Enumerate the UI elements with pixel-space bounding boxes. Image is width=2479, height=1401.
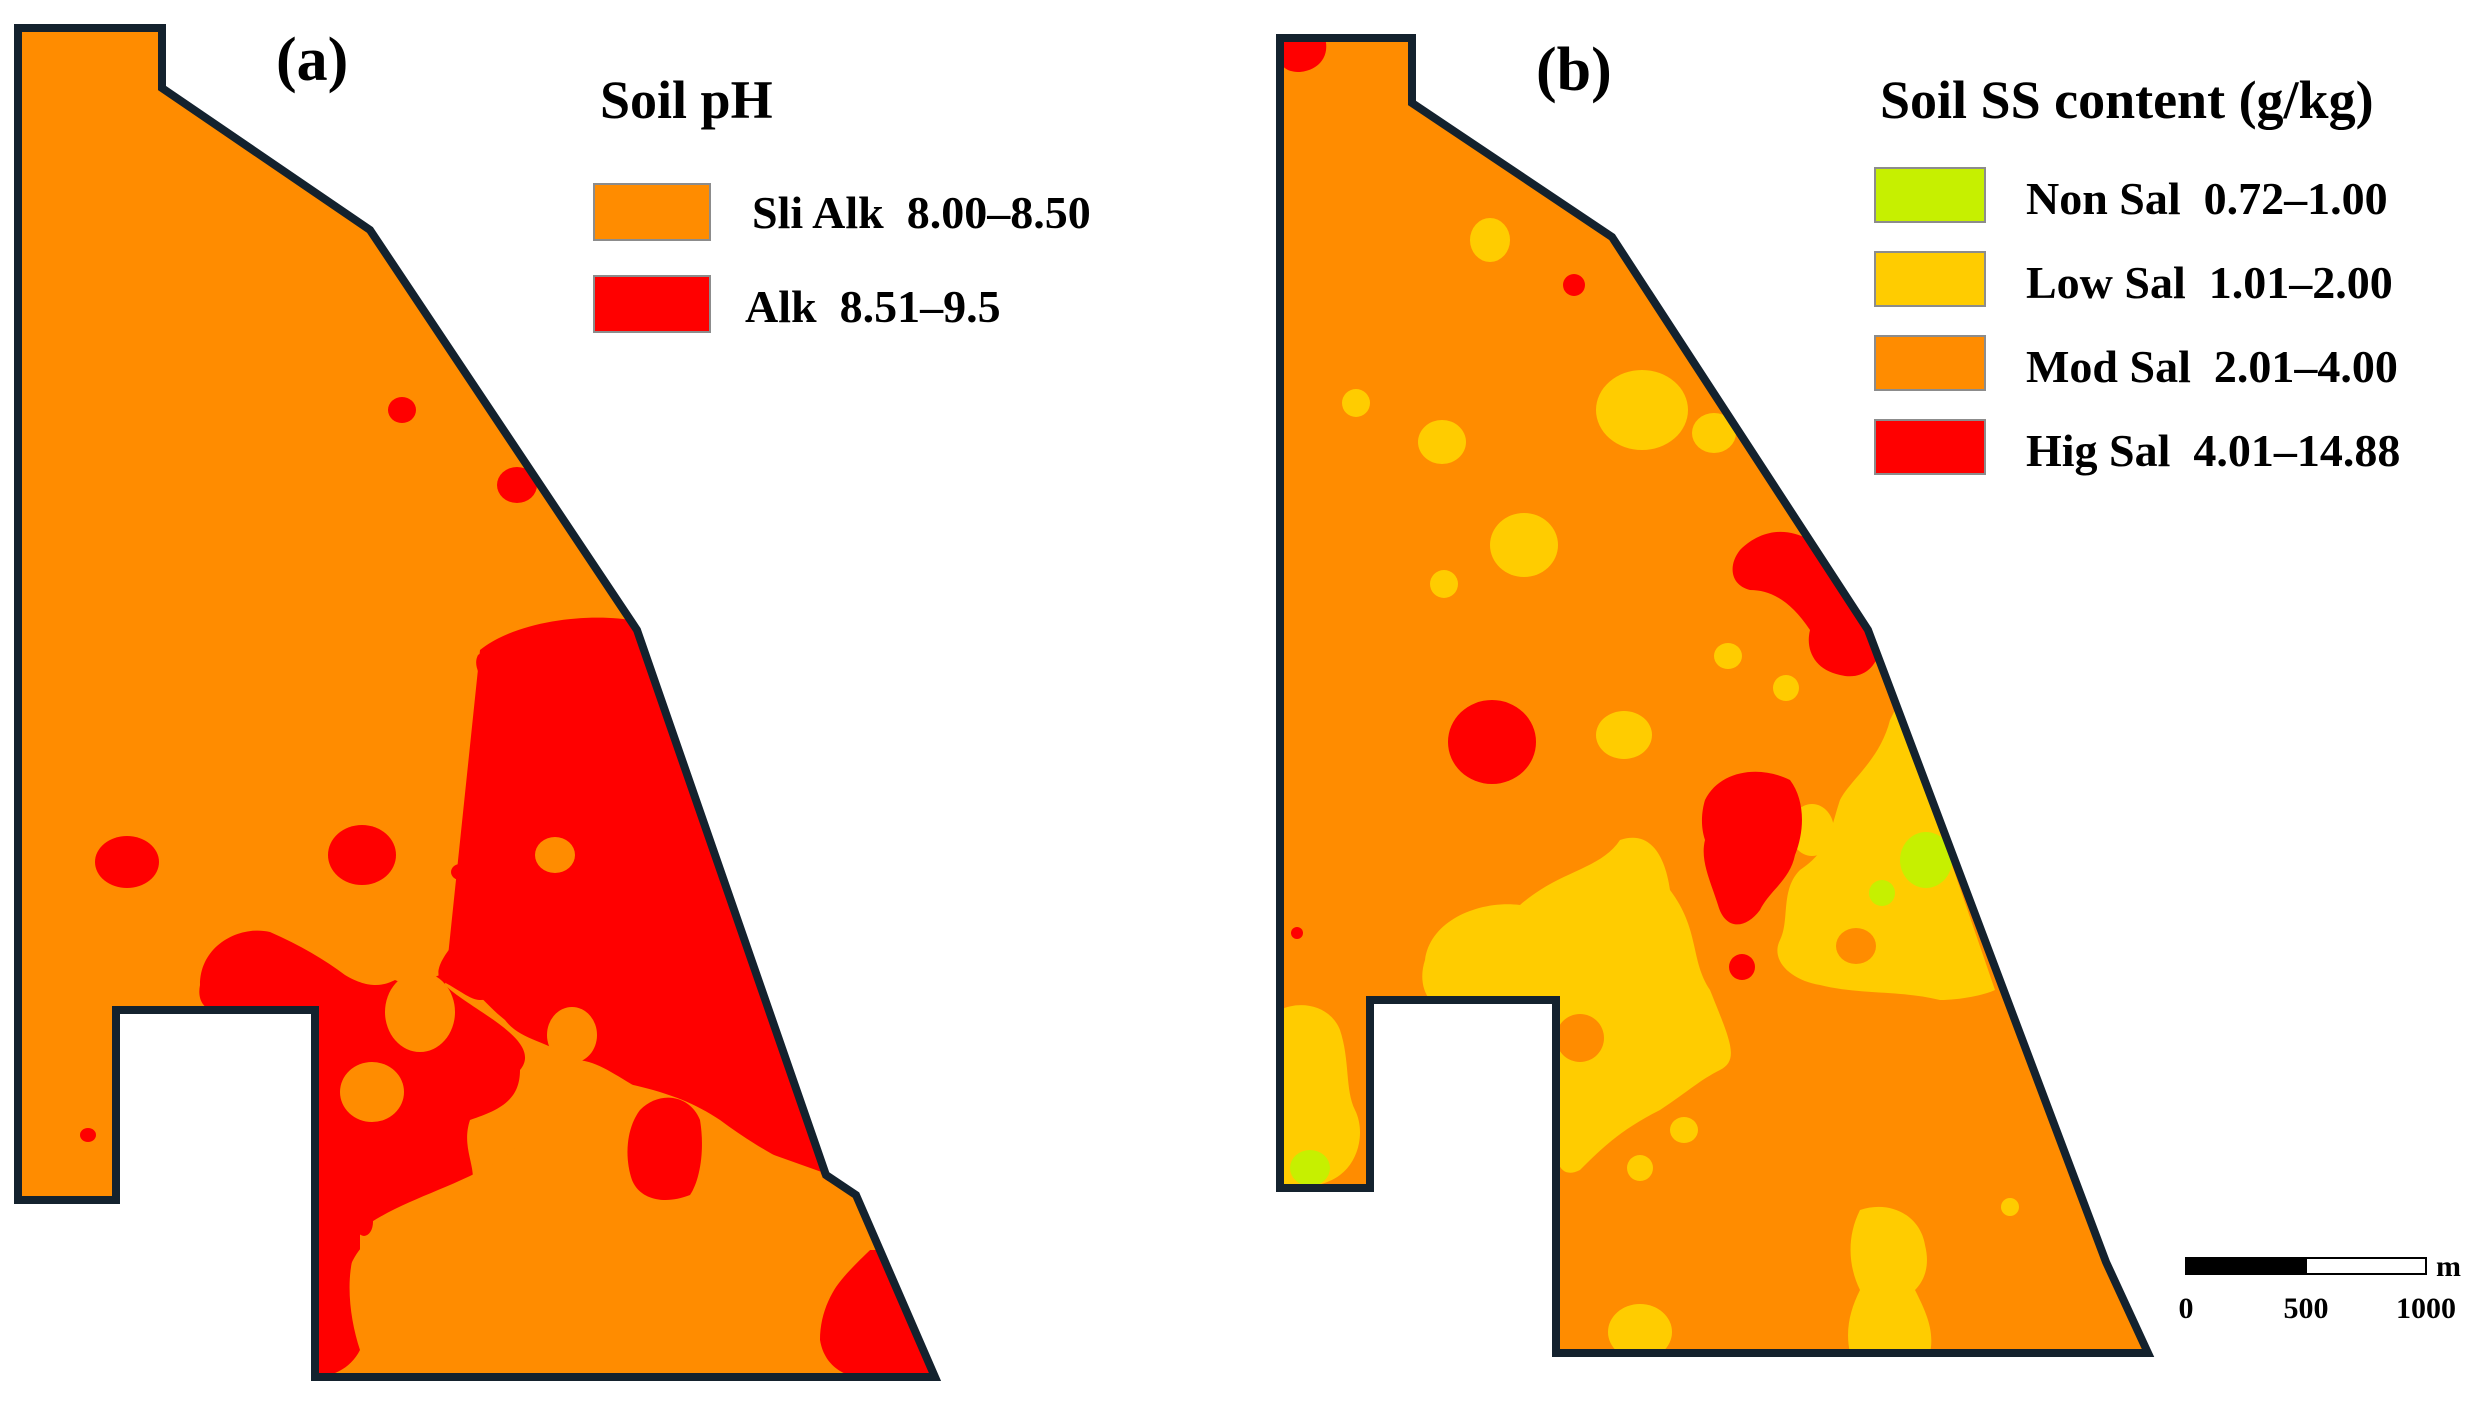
ss-non-saline-spot: [1869, 880, 1895, 906]
ss-low-saline-spot: [1430, 570, 1458, 598]
ss-low-saline-spot: [1692, 413, 1736, 453]
ss-low-saline-spot: [1714, 643, 1742, 669]
ss-legend-title: Soil SS content (g/kg): [1880, 70, 2374, 130]
ss-legend-swatch-non-saline: [1874, 167, 1986, 223]
panel-b-label: (b): [1536, 36, 1612, 104]
ss-legend: Soil SS content (g/kg) Non Sal 0.72–1.00…: [1874, 70, 2400, 476]
ss-map-boundary: [1276, 34, 2155, 1357]
ss-high-saline-spot: [1729, 954, 1755, 980]
ss-low-saline-spot: [1627, 1155, 1653, 1181]
ph-alkaline-zone-core: [438, 619, 820, 1150]
ph-alkaline-spot: [80, 1128, 96, 1142]
ss-high-saline-spot: [1291, 927, 1303, 939]
ph-legend: Soil pH Sli Alk 8.00–8.50 Alk 8.51–9.5: [593, 70, 1091, 333]
ss-legend-label-low-saline: Low Sal 1.01–2.00: [2026, 257, 2393, 308]
ph-legend-swatch-slightly-alkaline: [593, 183, 711, 241]
ss-low-saline-spot: [1490, 513, 1558, 577]
ss-high-saline-center: [1701, 771, 1802, 925]
ph-alkaline-spot: [355, 1208, 373, 1236]
ss-low-saline-zone: [1422, 837, 1731, 1173]
ss-low-saline-spot: [1342, 389, 1370, 417]
ss-low-saline-south: [1848, 1206, 1932, 1353]
panel-a-label: (a): [276, 26, 348, 94]
scale-bar-tick-1000: 1000: [2396, 1292, 2456, 1325]
ss-low-saline-spot: [1608, 1304, 1672, 1353]
ph-alkaline-spot: [388, 397, 416, 423]
ss-non-saline-spot: [1290, 1150, 1330, 1186]
ss-high-saline-ne: [1732, 531, 1880, 677]
ph-alkaline-west-lobe: [199, 930, 424, 1180]
ss-low-saline-spot: [1418, 420, 1466, 464]
scale-bar: m 0 500 1000: [2179, 1250, 2462, 1325]
ph-legend-label-slightly-alkaline: Sli Alk 8.00–8.50: [752, 187, 1091, 238]
ph-alkaline-spot: [451, 864, 469, 880]
ss-legend-label-moderate-saline: Mod Sal 2.01–4.00: [2026, 341, 2398, 392]
ss-low-saline-spot: [2001, 1198, 2019, 1216]
ph-alkaline-corner: [819, 1250, 935, 1377]
ss-non-saline-spot: [1900, 832, 1952, 888]
scale-bar-tick-0: 0: [2179, 1292, 2194, 1325]
ss-low-saline-spot: [1773, 675, 1799, 701]
ss-low-saline-spot: [1470, 218, 1510, 262]
ph-slightly-alkaline-south: [360, 1080, 870, 1377]
ph-slightly-alkaline-island: [385, 972, 455, 1052]
scale-bar-unit: m: [2436, 1250, 2461, 1283]
ph-alkaline-south-lobe: [627, 1097, 702, 1200]
ph-slightly-alkaline-island: [340, 1062, 404, 1122]
ss-low-saline-spot: [1596, 370, 1688, 450]
ss-high-saline-corner: [1280, 38, 1327, 72]
ph-slightly-alkaline-island: [547, 1007, 597, 1063]
ss-legend-swatch-high-saline: [1874, 419, 1986, 475]
ph-alkaline-spot: [95, 836, 159, 888]
ss-high-saline-spot: [1448, 700, 1536, 784]
ss-low-saline-spot: [1670, 1117, 1698, 1143]
ss-legend-label-high-saline: Hig Sal 4.01–14.88: [2026, 425, 2400, 476]
ss-high-saline-spot: [1563, 274, 1585, 296]
scale-bar-white-segment: [2305, 1257, 2427, 1275]
scale-bar-black-segment: [2185, 1257, 2307, 1275]
ph-legend-swatch-alkaline: [593, 275, 711, 333]
ph-alkaline-south-strip: [315, 1180, 360, 1377]
ph-map-boundary: [14, 24, 942, 1381]
ph-alkaline-spot: [328, 825, 396, 885]
ss-legend-swatch-moderate-saline: [1874, 335, 1986, 391]
ss-moderate-saline-island: [1556, 1014, 1604, 1062]
ph-alkaline-spot: [497, 467, 537, 503]
ph-slightly-alkaline-island: [535, 837, 575, 873]
ss-low-saline-west: [1280, 1005, 1360, 1189]
scale-bar-tick-500: 500: [2284, 1292, 2329, 1325]
ss-low-saline-spot: [1596, 711, 1652, 759]
ss-legend-swatch-low-saline: [1874, 251, 1986, 307]
ph-legend-label-alkaline: Alk 8.51–9.5: [745, 281, 1001, 332]
ss-low-saline-east: [1777, 710, 1995, 1000]
ss-moderate-saline-island: [1836, 928, 1876, 964]
ss-legend-label-non-saline: Non Sal 0.72–1.00: [2026, 173, 2388, 224]
ph-legend-title: Soil pH: [600, 70, 773, 130]
